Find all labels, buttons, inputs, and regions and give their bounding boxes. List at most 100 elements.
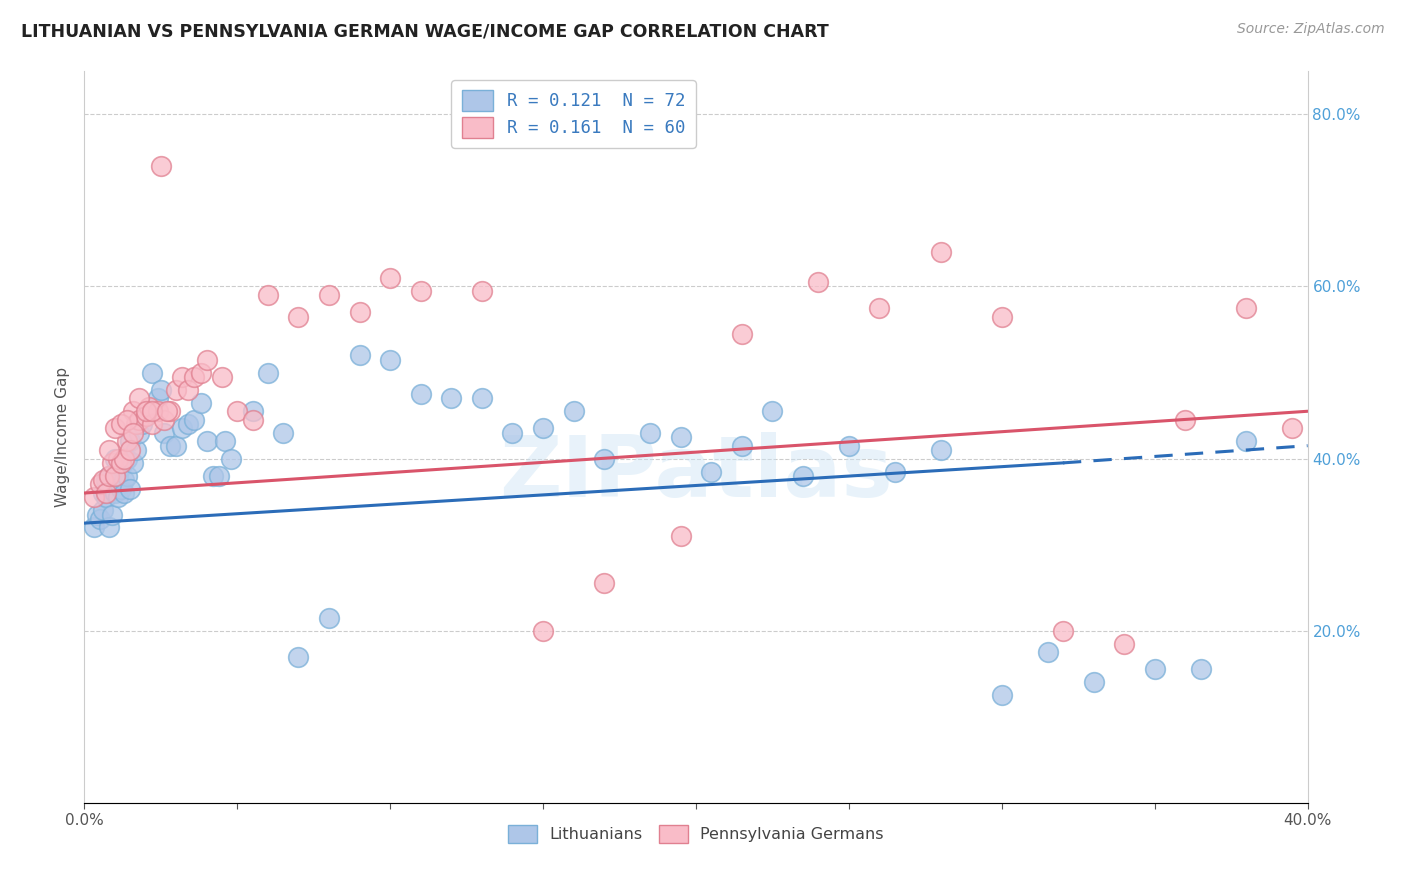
Point xyxy=(101,508,124,522)
Point xyxy=(94,486,117,500)
Point xyxy=(349,348,371,362)
Point xyxy=(110,417,132,432)
Point xyxy=(104,486,127,500)
Point xyxy=(86,508,108,522)
Point xyxy=(195,434,218,449)
Point xyxy=(97,520,120,534)
Point xyxy=(122,425,145,440)
Point xyxy=(287,649,309,664)
Point xyxy=(929,245,952,260)
Point xyxy=(128,425,150,440)
Point xyxy=(94,473,117,487)
Point xyxy=(115,451,138,466)
Point xyxy=(1174,413,1197,427)
Point xyxy=(104,468,127,483)
Point xyxy=(177,417,200,432)
Point xyxy=(115,468,138,483)
Point xyxy=(242,404,264,418)
Point xyxy=(141,404,163,418)
Point xyxy=(122,456,145,470)
Point xyxy=(792,468,814,483)
Point xyxy=(700,465,723,479)
Point xyxy=(531,421,554,435)
Text: LITHUANIAN VS PENNSYLVANIA GERMAN WAGE/INCOME GAP CORRELATION CHART: LITHUANIAN VS PENNSYLVANIA GERMAN WAGE/I… xyxy=(21,22,830,40)
Point xyxy=(101,477,124,491)
Point xyxy=(112,486,135,500)
Point xyxy=(190,395,212,409)
Point xyxy=(159,439,181,453)
Point xyxy=(471,392,494,406)
Point xyxy=(761,404,783,418)
Point xyxy=(159,404,181,418)
Point xyxy=(318,288,340,302)
Point xyxy=(104,421,127,435)
Point xyxy=(409,387,432,401)
Point xyxy=(883,465,905,479)
Point xyxy=(97,468,120,483)
Point xyxy=(731,439,754,453)
Point xyxy=(101,456,124,470)
Point xyxy=(593,451,616,466)
Point xyxy=(131,417,153,432)
Point xyxy=(318,611,340,625)
Point xyxy=(97,442,120,457)
Point xyxy=(115,413,138,427)
Point xyxy=(731,326,754,341)
Point xyxy=(141,417,163,432)
Point xyxy=(195,352,218,367)
Point xyxy=(807,275,830,289)
Point xyxy=(1083,675,1105,690)
Point xyxy=(153,425,176,440)
Point xyxy=(409,284,432,298)
Point xyxy=(1114,637,1136,651)
Point xyxy=(141,366,163,380)
Point xyxy=(531,624,554,638)
Point xyxy=(125,442,148,457)
Point xyxy=(128,413,150,427)
Point xyxy=(135,409,157,423)
Point xyxy=(349,305,371,319)
Point xyxy=(135,404,157,418)
Point xyxy=(107,468,129,483)
Point xyxy=(669,430,692,444)
Point xyxy=(112,473,135,487)
Point xyxy=(638,425,661,440)
Point xyxy=(1281,421,1303,435)
Point xyxy=(869,301,891,315)
Point xyxy=(211,369,233,384)
Point xyxy=(89,477,111,491)
Point xyxy=(110,482,132,496)
Point xyxy=(125,417,148,432)
Point xyxy=(201,468,224,483)
Point xyxy=(156,404,179,418)
Point xyxy=(242,413,264,427)
Point xyxy=(190,366,212,380)
Point xyxy=(112,451,135,466)
Point xyxy=(183,413,205,427)
Point xyxy=(177,383,200,397)
Point xyxy=(440,392,463,406)
Point xyxy=(146,404,169,418)
Point xyxy=(149,159,172,173)
Point xyxy=(110,456,132,470)
Point xyxy=(562,404,585,418)
Point xyxy=(669,529,692,543)
Point xyxy=(107,451,129,466)
Point xyxy=(172,369,194,384)
Point xyxy=(929,442,952,457)
Point xyxy=(1036,645,1059,659)
Point xyxy=(97,468,120,483)
Point xyxy=(91,486,114,500)
Point xyxy=(257,288,280,302)
Point xyxy=(183,369,205,384)
Point xyxy=(120,442,142,457)
Point xyxy=(214,434,236,449)
Point xyxy=(83,491,105,505)
Point xyxy=(271,425,294,440)
Point xyxy=(91,503,114,517)
Point xyxy=(120,482,142,496)
Point xyxy=(219,451,242,466)
Legend: Lithuanians, Pennsylvania Germans: Lithuanians, Pennsylvania Germans xyxy=(502,819,890,850)
Point xyxy=(165,439,187,453)
Y-axis label: Wage/Income Gap: Wage/Income Gap xyxy=(55,367,70,508)
